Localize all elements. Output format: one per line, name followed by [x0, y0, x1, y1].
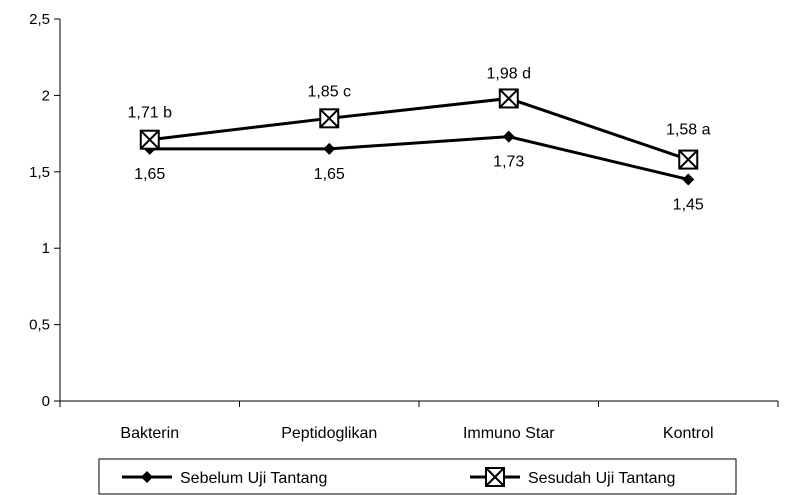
data-label: 1,98 d: [487, 65, 531, 82]
data-point-diamond: [323, 142, 336, 155]
data-label: 1,73: [493, 154, 524, 171]
x-axis: Bakterin Peptidoglikan Immuno Star Kontrol: [59, 400, 779, 442]
data-label: 1,45: [673, 196, 704, 213]
y-tick-label: 2: [42, 87, 50, 104]
series-line: [149, 96, 689, 161]
series-0: 1,65 1,65 1,73 1,45: [134, 130, 704, 213]
x-tick-label: Kontrol: [663, 425, 714, 442]
series-layer: 1,65 1,65 1,73 1,45 1,71 b 1,85 c 1,98 d 1,58 a: [128, 65, 711, 213]
data-label: 1,65: [314, 166, 345, 183]
data-label: 1,58 a: [666, 122, 711, 139]
series-line: [149, 135, 689, 181]
data-point-square-x: [139, 129, 160, 150]
y-tick-label: 0: [42, 393, 50, 410]
x-tick-label: Immuno Star: [463, 425, 555, 442]
y-tick-label: 0,5: [29, 317, 50, 334]
legend-marker-diamond: [141, 471, 153, 483]
legend-box: [98, 458, 737, 495]
y-tick-label: 2,5: [29, 11, 50, 28]
x-tick-label: Bakterin: [120, 425, 179, 442]
data-label: 1,65: [134, 166, 165, 183]
data-point-square-x: [498, 88, 519, 109]
legend-label: Sesudah Uji Tantang: [528, 470, 675, 487]
legend-marker-square-x: [485, 467, 505, 487]
legend-label: Sebelum Uji Tantang: [180, 470, 327, 487]
data-label: 1,71 b: [128, 105, 173, 122]
x-tick-label: Peptidoglikan: [281, 425, 377, 442]
data-label: 1,85 c: [307, 83, 351, 100]
data-point-diamond: [502, 130, 515, 143]
y-axis: 0 0,5 1 1,5 2 2,5: [29, 11, 61, 410]
legend: Sebelum Uji Tantang Sesudah Uji Tantang: [98, 458, 737, 495]
y-tick-label: 1,5: [29, 164, 50, 181]
legend-item: Sebelum Uji Tantang: [122, 470, 327, 487]
data-point-diamond: [682, 173, 695, 186]
data-point-square-x: [678, 149, 699, 170]
series-1: 1,71 b 1,85 c 1,98 d 1,58 a: [128, 65, 711, 170]
legend-item: Sesudah Uji Tantang: [470, 467, 675, 487]
y-tick-label: 1: [42, 240, 50, 257]
data-point-square-x: [319, 108, 340, 129]
